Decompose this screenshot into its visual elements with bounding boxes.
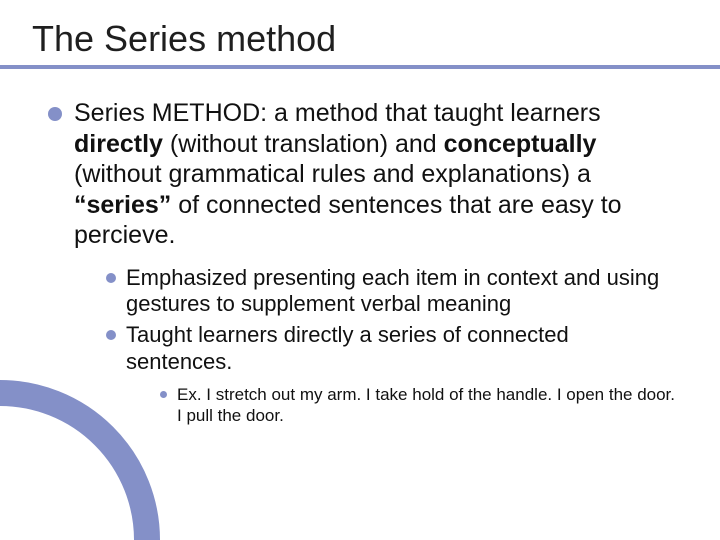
- bullet-dot-icon: [106, 273, 116, 283]
- bullet-dot-icon: [106, 330, 116, 340]
- bullet-level2-group: Emphasized presenting each item in conte…: [106, 265, 680, 427]
- bullet-level1: Series METHOD: a method that taught lear…: [48, 98, 680, 251]
- content-area: Series METHOD: a method that taught lear…: [48, 98, 680, 426]
- bullet-level3: Ex. I stretch out my arm. I take hold of…: [160, 384, 680, 427]
- bullet-level2: Emphasized presenting each item in conte…: [106, 265, 680, 319]
- bullet-level2-text: Taught learners directly a series of con…: [126, 322, 680, 376]
- bullet-level2: Taught learners directly a series of con…: [106, 322, 680, 376]
- bullet-dot-icon: [160, 391, 167, 398]
- title-underline: [0, 65, 720, 69]
- bullet-level2-text: Emphasized presenting each item in conte…: [126, 265, 680, 319]
- bullet-dot-icon: [48, 107, 62, 121]
- bullet-level1-text: Series METHOD: a method that taught lear…: [74, 98, 680, 251]
- bullet-level3-group: Ex. I stretch out my arm. I take hold of…: [160, 384, 680, 427]
- slide: The Series method Series METHOD: a metho…: [0, 0, 720, 540]
- slide-title: The Series method: [32, 18, 336, 60]
- bullet-level3-text: Ex. I stretch out my arm. I take hold of…: [177, 384, 680, 427]
